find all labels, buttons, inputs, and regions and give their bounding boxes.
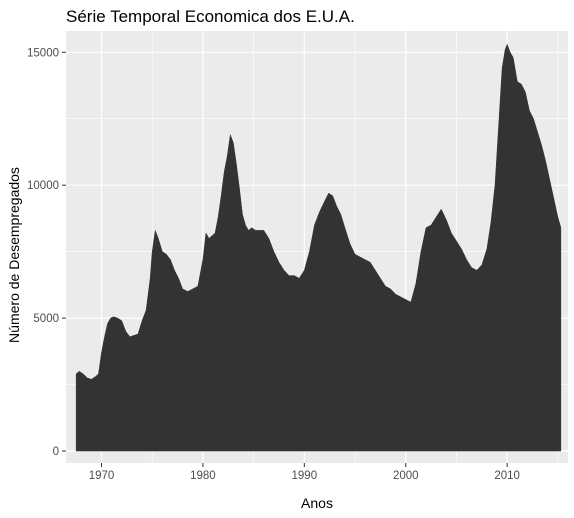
- y-tick-label: 5000: [33, 313, 59, 325]
- x-tick-label: 1990: [292, 470, 318, 482]
- y-tick-label: 10000: [27, 180, 59, 192]
- y-tick-label: 15000: [27, 47, 59, 59]
- y-tick-label: 0: [53, 446, 59, 458]
- chart-title: Série Temporal Economica dos E.U.A.: [66, 7, 355, 26]
- x-axis-title: Anos: [301, 495, 333, 511]
- x-tick-label: 1970: [89, 470, 115, 482]
- unemployed-area: [75, 43, 562, 452]
- y-axis: 0 5000 10000 15000: [27, 47, 66, 458]
- y-axis-title: Número de Desempregados: [6, 167, 22, 343]
- x-tick-label: 2000: [393, 470, 419, 482]
- x-tick-label: 2010: [494, 470, 520, 482]
- x-axis: 1970 1980 1990 2000 2010: [89, 463, 520, 482]
- x-tick-label: 1980: [190, 470, 216, 482]
